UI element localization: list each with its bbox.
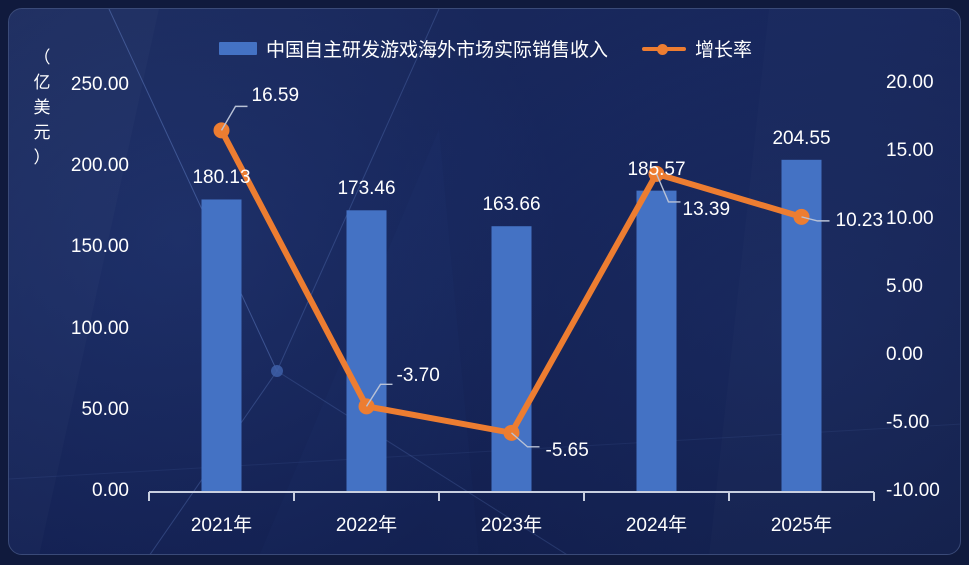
x-axis-tick: 2021年 (190, 515, 253, 536)
line-value-label: -5.65 (545, 439, 589, 461)
bar-value-label: 180.13 (192, 167, 251, 189)
line-value-label: 13.39 (682, 198, 731, 220)
line-value-label: 10.23 (835, 209, 884, 231)
x-axis-tick: 2025年 (770, 515, 833, 536)
chart-legend: 中国自主研发游戏海外市场实际销售收入 增长率 (9, 35, 960, 62)
right-axis-tick: -10.00 (886, 480, 940, 501)
left-axis-title: （ 亿 美 元 ） (33, 48, 51, 167)
right-axis-tick: -5.00 (886, 412, 930, 433)
leader-line (655, 173, 681, 203)
plot-area: 250.00 200.00 150.00 100.00 50.00 0.00 20.00 15… (9, 9, 960, 554)
line-value-label: -3.70 (396, 365, 440, 387)
leader-line (220, 105, 248, 131)
left-axis-tick: 50.00 (81, 398, 129, 420)
bar-swatch-icon (218, 42, 257, 55)
bar-value-label: 204.55 (772, 127, 831, 149)
bar[interactable] (491, 226, 532, 492)
x-axis-tick: 2024年 (625, 515, 688, 536)
bar[interactable] (346, 210, 387, 492)
legend-label-line-series: 增长率 (695, 40, 753, 61)
right-axis-tick: 5.00 (886, 276, 923, 297)
line-marker-icon (642, 42, 686, 55)
bar-value-label: 185.57 (627, 158, 686, 180)
leader-line (511, 432, 540, 448)
legend-item-bar-series[interactable]: 中国自主研发游戏海外市场实际销售收入 (218, 35, 608, 62)
right-axis-tick: 15.00 (886, 140, 934, 161)
x-axis-tick: 2023年 (480, 515, 543, 536)
bar[interactable] (636, 190, 677, 492)
right-axis-tick: 0.00 (886, 344, 923, 365)
chart-card: 中国自主研发游戏海外市场实际销售收入 增长率 （ 亿 美 元 ） 250.00 2… (8, 8, 961, 555)
chart-svg (148, 105, 875, 501)
leader-line (365, 383, 393, 407)
legend-label-bar-series: 中国自主研发游戏海外市场实际销售收入 (265, 40, 608, 61)
left-axis-tick: 150.00 (70, 236, 129, 258)
line-data-point[interactable] (213, 122, 230, 139)
leader-line (801, 216, 830, 222)
right-axis-tick: 20.00 (886, 72, 934, 93)
bar[interactable] (201, 199, 242, 493)
left-axis-tick: 250.00 (70, 74, 129, 95)
left-axis-tick: 200.00 (70, 155, 129, 177)
legend-item-line-series[interactable]: 增长率 (642, 35, 752, 62)
bar-value-label: 163.66 (482, 194, 541, 216)
left-axis-tick: 0.00 (92, 480, 129, 501)
bar-value-label: 173.46 (337, 178, 396, 200)
line-value-label: 16.59 (251, 85, 300, 107)
right-axis-tick: 10.00 (886, 208, 934, 229)
x-axis-tick: 2022年 (335, 515, 398, 536)
left-axis-tick: 100.00 (70, 317, 129, 339)
